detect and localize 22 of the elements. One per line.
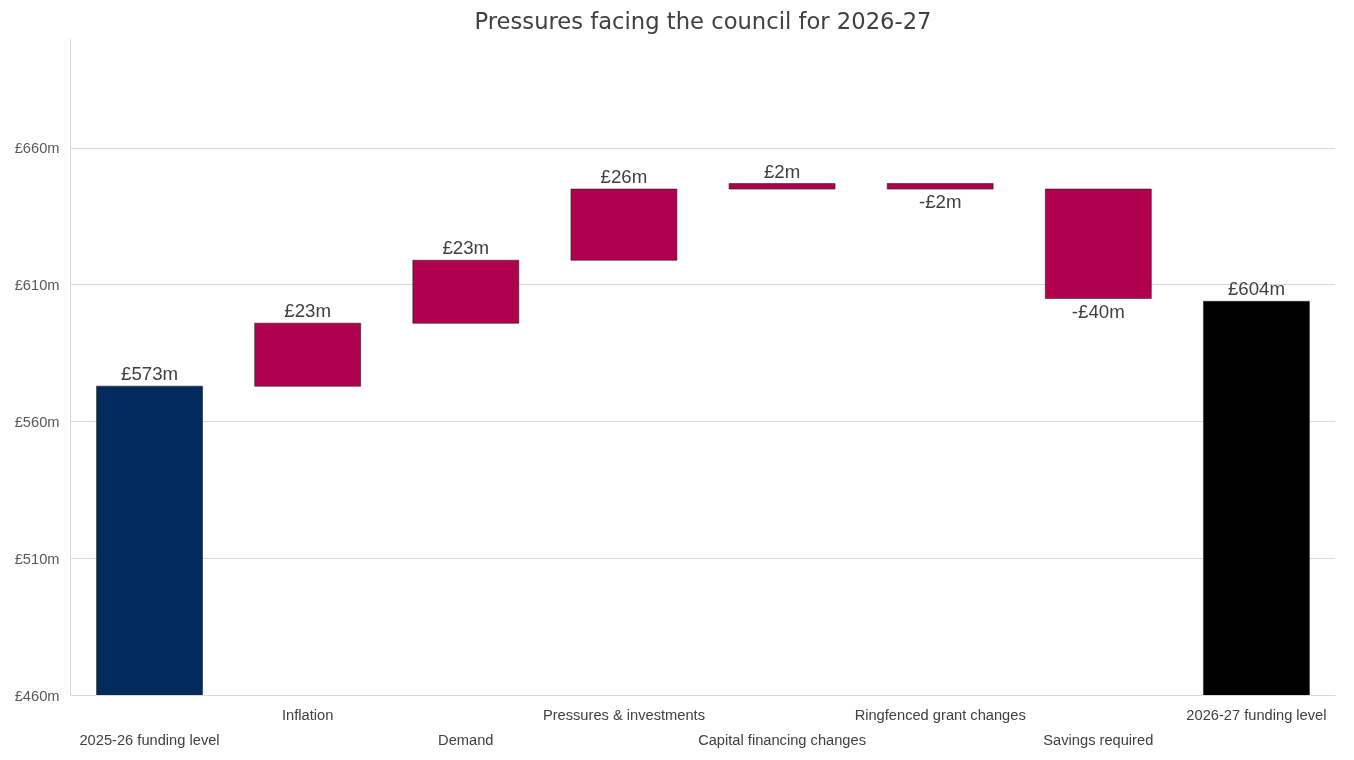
data-label: £604m (1227, 278, 1285, 300)
x-tick-label: 2026-27 funding level (1186, 706, 1327, 723)
y-tick-label: £560m (14, 413, 60, 430)
data-label: £26m (600, 166, 648, 188)
y-tick-label: £610m (14, 276, 60, 293)
data-label: £573m (121, 363, 179, 385)
x-tick-label: 2025-26 funding level (79, 731, 220, 748)
x-tick-label: Savings required (1043, 731, 1154, 748)
x-tick-label: Ringfenced grant changes (854, 706, 1026, 723)
chart-title: Pressures facing the council for 2026-27 (474, 7, 932, 34)
data-label: £23m (284, 300, 332, 322)
x-tick-label: Inflation (282, 706, 334, 723)
y-tick-label: £460m (14, 687, 60, 704)
data-label: -£2m (918, 191, 962, 213)
x-tick-label: Demand (438, 731, 494, 748)
y-tick-label: £660m (14, 140, 60, 156)
data-label: £2m (763, 160, 801, 182)
y-tick-label: £510m (14, 550, 60, 567)
data-label: -£40m (1071, 300, 1125, 322)
x-tick-label: Capital financing changes (698, 731, 866, 748)
x-tick-label: Pressures & investments (542, 706, 705, 723)
data-label: £23m (442, 237, 490, 259)
